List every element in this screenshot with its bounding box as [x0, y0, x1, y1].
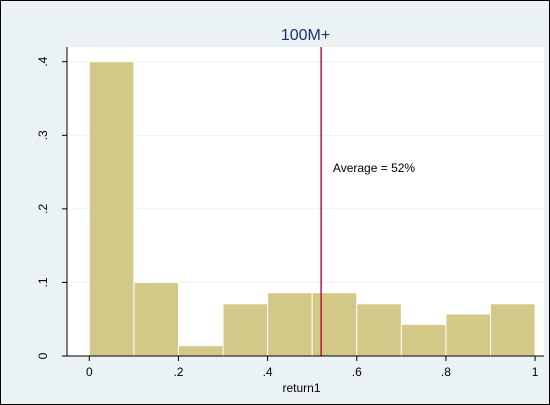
histogram-bar [356, 303, 402, 357]
histogram-bar [267, 292, 313, 357]
histogram-bar [445, 313, 492, 357]
histogram-bar [222, 303, 269, 357]
x-tick-label: 1 [532, 365, 539, 379]
axes: 0 .1 .2 .3 .4 0 .2 .4 .6 .8 1 [36, 47, 544, 379]
y-tick-label: .1 [36, 277, 50, 287]
x-tick-label: .4 [263, 365, 273, 379]
average-annotation: Average = 52% [333, 161, 416, 175]
histogram-bar [490, 303, 536, 357]
histogram-bar [177, 345, 224, 357]
y-tick-label: 0 [36, 352, 50, 359]
x-tick-label: .2 [173, 365, 183, 379]
histogram-bar [88, 61, 135, 357]
histogram-bar [400, 323, 447, 357]
x-tick-label: .6 [352, 365, 362, 379]
bars [88, 61, 536, 357]
histogram-bar [311, 292, 358, 357]
y-tick-label: .4 [36, 56, 50, 66]
x-tick-label: 0 [86, 365, 93, 379]
y-tick-label: .2 [36, 204, 50, 214]
x-tick-label: .8 [441, 365, 451, 379]
histogram-bar [133, 281, 179, 357]
y-tick-label: .3 [36, 130, 50, 140]
x-axis-title: return1 [282, 381, 320, 395]
chart-title: 100M+ [281, 27, 330, 44]
